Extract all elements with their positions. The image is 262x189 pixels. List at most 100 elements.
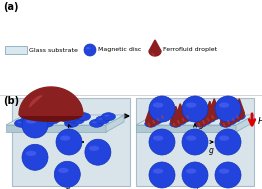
Text: Glass substrate: Glass substrate	[29, 47, 78, 53]
Polygon shape	[187, 115, 188, 118]
Polygon shape	[162, 115, 163, 118]
Ellipse shape	[104, 115, 109, 116]
Ellipse shape	[20, 116, 35, 124]
Ellipse shape	[174, 118, 186, 125]
Ellipse shape	[67, 122, 72, 123]
Ellipse shape	[153, 102, 163, 108]
Polygon shape	[182, 118, 184, 121]
Ellipse shape	[84, 44, 96, 56]
Ellipse shape	[211, 115, 215, 116]
Ellipse shape	[170, 120, 182, 127]
Ellipse shape	[153, 136, 163, 141]
Ellipse shape	[227, 120, 231, 121]
Ellipse shape	[161, 115, 165, 116]
Polygon shape	[146, 106, 156, 127]
Ellipse shape	[153, 169, 163, 174]
Ellipse shape	[46, 116, 59, 124]
Ellipse shape	[219, 169, 229, 174]
Polygon shape	[237, 115, 238, 118]
Ellipse shape	[96, 116, 110, 124]
Ellipse shape	[79, 115, 84, 116]
Polygon shape	[212, 115, 214, 118]
Ellipse shape	[183, 113, 195, 120]
Polygon shape	[225, 104, 235, 124]
Ellipse shape	[92, 122, 97, 123]
Ellipse shape	[158, 113, 170, 120]
Ellipse shape	[54, 115, 59, 116]
Polygon shape	[171, 106, 181, 127]
Ellipse shape	[26, 113, 41, 121]
Ellipse shape	[22, 112, 48, 138]
Ellipse shape	[42, 122, 47, 123]
Ellipse shape	[54, 161, 80, 187]
Polygon shape	[149, 40, 161, 56]
Polygon shape	[136, 125, 236, 132]
Ellipse shape	[219, 136, 229, 141]
Ellipse shape	[215, 162, 241, 188]
Text: $g$: $g$	[87, 146, 93, 157]
Polygon shape	[148, 123, 150, 126]
FancyBboxPatch shape	[12, 98, 130, 186]
Ellipse shape	[186, 115, 190, 116]
Ellipse shape	[181, 117, 185, 119]
Polygon shape	[208, 118, 209, 121]
Ellipse shape	[236, 115, 240, 116]
Polygon shape	[228, 120, 230, 123]
Polygon shape	[6, 125, 106, 132]
Ellipse shape	[215, 129, 241, 155]
Polygon shape	[205, 101, 215, 122]
Ellipse shape	[231, 117, 235, 119]
Polygon shape	[153, 120, 155, 123]
Ellipse shape	[186, 136, 196, 141]
Polygon shape	[136, 115, 254, 125]
Polygon shape	[157, 118, 159, 121]
Polygon shape	[155, 101, 165, 122]
Ellipse shape	[199, 118, 211, 125]
Ellipse shape	[177, 120, 181, 121]
Polygon shape	[180, 101, 190, 122]
Ellipse shape	[29, 115, 34, 116]
Polygon shape	[198, 123, 200, 126]
Ellipse shape	[52, 113, 66, 121]
Polygon shape	[236, 115, 254, 132]
Ellipse shape	[48, 118, 53, 120]
Ellipse shape	[149, 118, 161, 125]
Polygon shape	[234, 99, 244, 119]
Ellipse shape	[195, 120, 207, 127]
Text: $d$: $d$	[192, 185, 198, 189]
Ellipse shape	[23, 118, 28, 120]
Ellipse shape	[179, 115, 191, 122]
Text: Magnetic disc: Magnetic disc	[98, 47, 141, 53]
Text: $g$: $g$	[208, 146, 215, 157]
Polygon shape	[184, 99, 194, 119]
Ellipse shape	[220, 120, 232, 127]
FancyBboxPatch shape	[5, 46, 27, 54]
Ellipse shape	[149, 96, 175, 122]
Ellipse shape	[89, 146, 99, 151]
Ellipse shape	[154, 115, 166, 122]
Polygon shape	[178, 120, 179, 123]
Ellipse shape	[56, 129, 82, 155]
Ellipse shape	[17, 122, 22, 123]
Ellipse shape	[206, 117, 210, 119]
Ellipse shape	[147, 122, 151, 124]
Polygon shape	[175, 104, 185, 124]
Polygon shape	[19, 87, 83, 115]
Polygon shape	[159, 99, 169, 119]
Ellipse shape	[14, 119, 29, 127]
Ellipse shape	[186, 102, 196, 108]
Ellipse shape	[56, 97, 82, 123]
Ellipse shape	[233, 113, 245, 120]
Ellipse shape	[172, 122, 176, 124]
Ellipse shape	[73, 118, 78, 120]
Ellipse shape	[182, 96, 208, 122]
Text: $H$: $H$	[257, 115, 262, 126]
Ellipse shape	[219, 102, 229, 108]
Ellipse shape	[145, 120, 157, 127]
Polygon shape	[152, 53, 154, 55]
FancyBboxPatch shape	[136, 98, 254, 186]
Ellipse shape	[98, 118, 103, 120]
Text: $d$: $d$	[64, 184, 71, 189]
Ellipse shape	[19, 108, 83, 122]
Text: $g$: $g$	[77, 108, 84, 119]
